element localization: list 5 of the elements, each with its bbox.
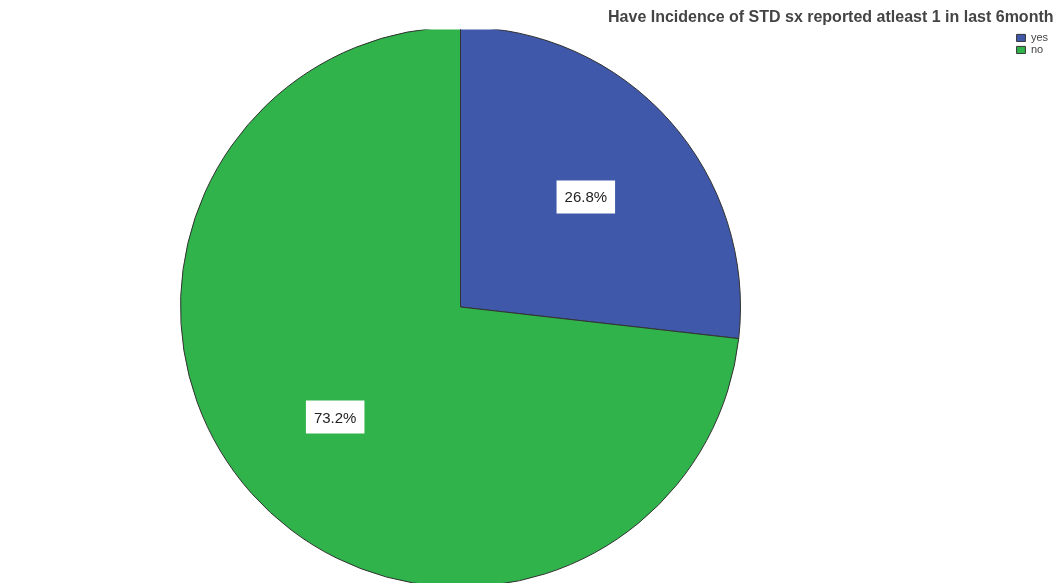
- legend-label: no: [1031, 43, 1045, 55]
- legend-label: yes: [1031, 31, 1050, 43]
- data-label: 73.2%: [313, 408, 357, 426]
- data-label: 26.8%: [564, 188, 608, 206]
- chart-title: Have Incidence of STD sx reported atleast 1 in last 6month: [608, 7, 1053, 25]
